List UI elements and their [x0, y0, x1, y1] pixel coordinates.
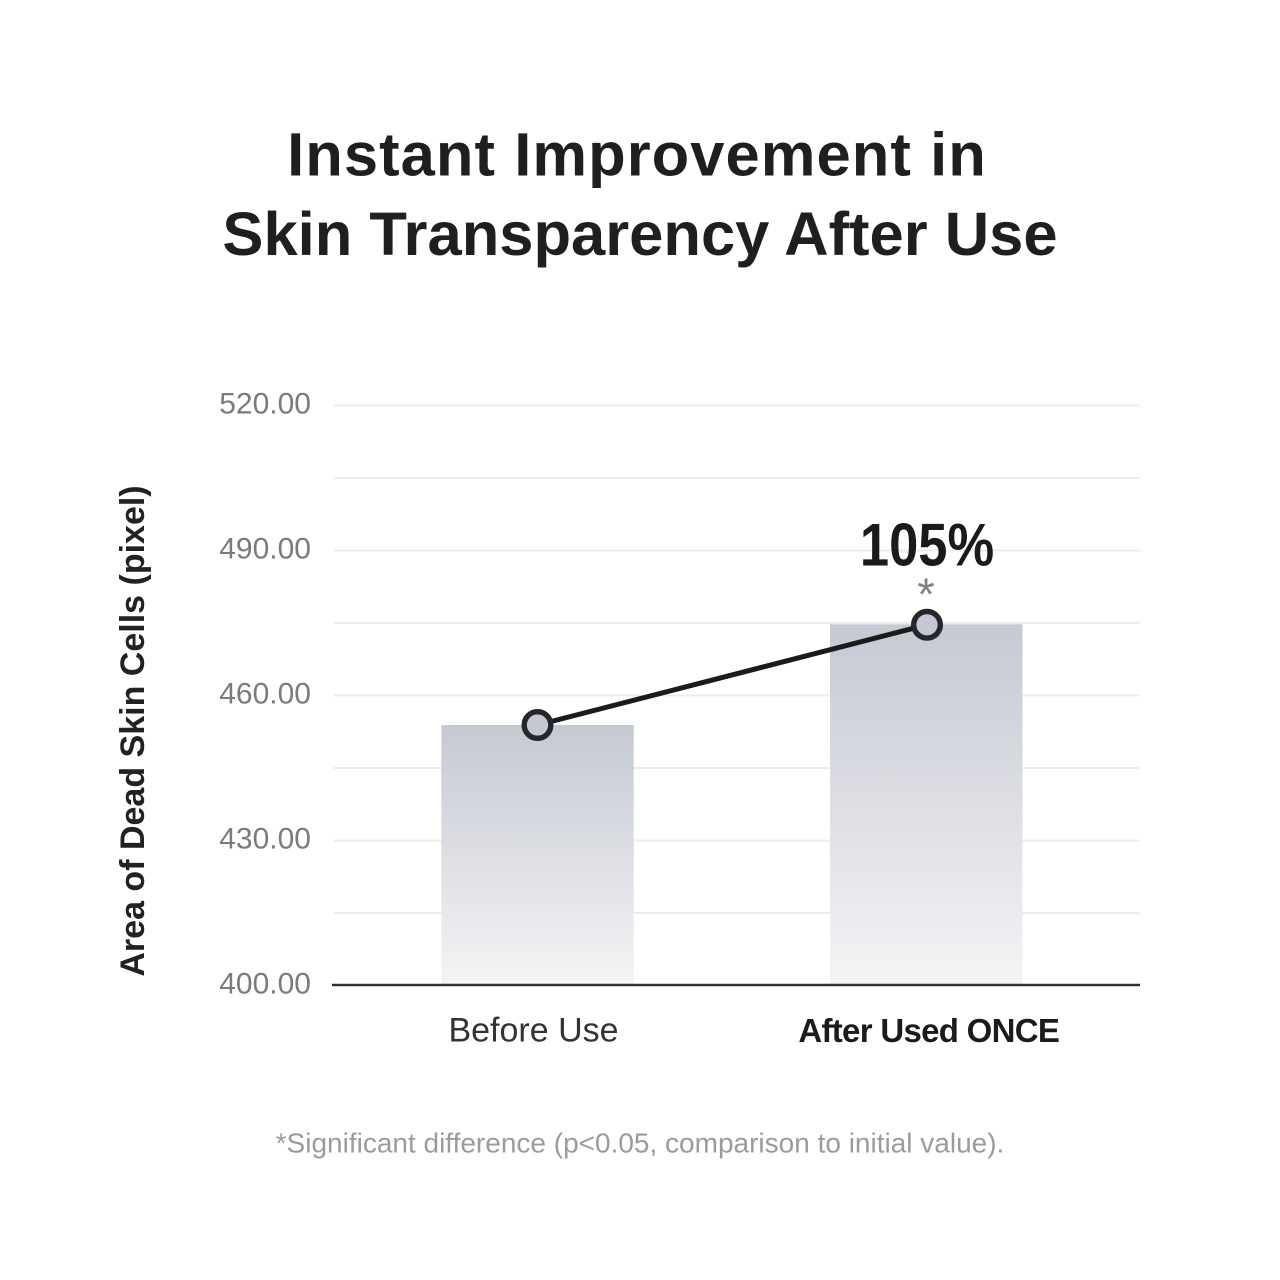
svg-text:400.00: 400.00: [219, 968, 311, 1001]
svg-text:*Significant difference (p<0.0: *Significant difference (p<0.05, compari…: [276, 1127, 1005, 1158]
svg-text:490.00: 490.00: [219, 533, 311, 566]
svg-text:Area of Dead Skin Cells (pixel: Area of Dead Skin Cells (pixel): [114, 485, 152, 976]
svg-text:460.00: 460.00: [219, 678, 311, 711]
svg-text:430.00: 430.00: [219, 823, 311, 856]
svg-text:*: *: [917, 569, 935, 620]
svg-text:Skin Transparency After Use: Skin Transparency After Use: [222, 200, 1057, 269]
svg-text:105%: 105%: [860, 511, 994, 578]
svg-text:Instant Improvement in: Instant Improvement in: [287, 121, 987, 190]
svg-text:Before Use: Before Use: [448, 1012, 618, 1050]
svg-text:After Used ONCE: After Used ONCE: [798, 1012, 1059, 1049]
svg-text:520.00: 520.00: [219, 388, 311, 421]
